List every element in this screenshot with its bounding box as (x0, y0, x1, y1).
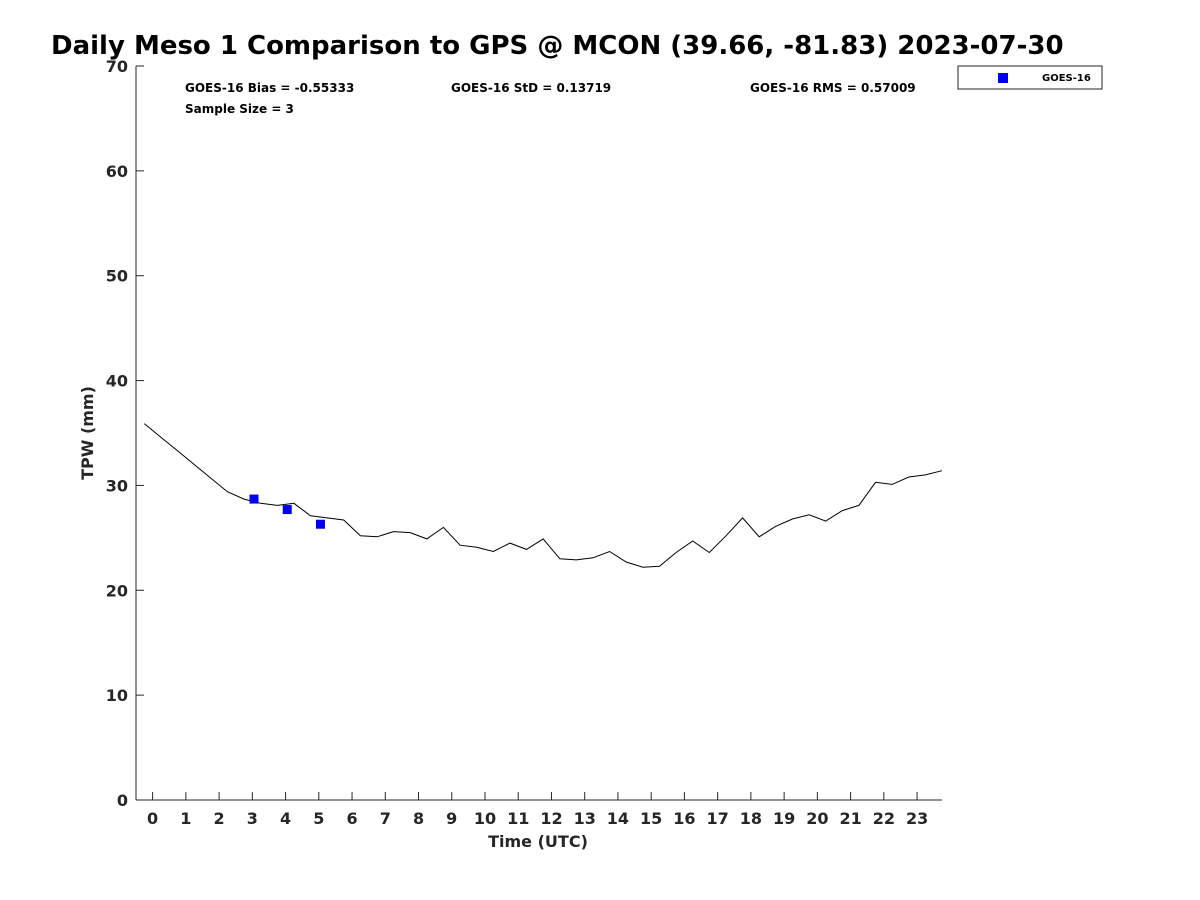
stat-bias: GOES-16 Bias = -0.55333 (185, 81, 354, 95)
series-line-gps (143, 423, 943, 568)
x-tick-label: 21 (839, 809, 861, 828)
y-tick-label: 30 (106, 476, 128, 495)
x-tick-label: 1 (180, 809, 191, 828)
legend-box (957, 65, 1103, 90)
x-tick-label: 18 (740, 809, 762, 828)
x-tick-label: 12 (540, 809, 562, 828)
x-tick-label: 15 (640, 809, 662, 828)
y-tick-label: 60 (106, 162, 128, 181)
point-goes16 (249, 494, 259, 504)
stat-rms: GOES-16 RMS = 0.57009 (750, 81, 916, 95)
point-goes16 (315, 519, 325, 529)
y-tick-label: 0 (117, 791, 128, 810)
legend: GOES-16 (957, 65, 1103, 90)
x-tick-label: 2 (214, 809, 225, 828)
y-tick-label: 40 (106, 372, 128, 391)
x-tick-label: 11 (507, 809, 529, 828)
x-ticks: 0 1 2 3 4 5 6 7 8 9 10 11 12 13 14 15 16 17 18 19 20 21 22 23 (147, 792, 928, 828)
x-tick-label: 20 (806, 809, 828, 828)
series-layer (143, 423, 943, 568)
x-tick-label: 13 (574, 809, 596, 828)
x-tick-label: 10 (474, 809, 496, 828)
x-tick-label: 23 (906, 809, 928, 828)
point-goes16 (282, 505, 292, 515)
x-axis-label: Time (UTC) (488, 832, 588, 851)
x-tick-label: 16 (673, 809, 695, 828)
x-tick-label: 7 (380, 809, 391, 828)
x-tick-label: 5 (313, 809, 324, 828)
x-tick-label: 22 (873, 809, 895, 828)
stat-std: GOES-16 StD = 0.13719 (451, 81, 611, 95)
y-tick-label: 20 (106, 581, 128, 600)
x-tick-label: 17 (707, 809, 729, 828)
y-tick-label: 70 (106, 57, 128, 76)
x-tick-label: 3 (247, 809, 258, 828)
stat-sample-size: Sample Size = 3 (185, 102, 294, 116)
x-tick-label: 8 (413, 809, 424, 828)
x-tick-label: 4 (280, 809, 291, 828)
y-ticks: 0 10 20 30 40 50 60 70 (106, 57, 144, 810)
x-tick-label: 6 (346, 809, 357, 828)
legend-label-goes16: GOES-16 (1042, 73, 1091, 84)
y-tick-label: 50 (106, 267, 128, 286)
chart-title: Daily Meso 1 Comparison to GPS @ MCON (3… (51, 31, 1064, 61)
x-tick-label: 14 (607, 809, 629, 828)
legend-marker-goes16 (998, 73, 1008, 83)
x-tick-label: 9 (446, 809, 457, 828)
y-axis-label: TPW (mm) (78, 386, 97, 480)
x-tick-label: 19 (773, 809, 795, 828)
y-tick-label: 10 (106, 686, 128, 705)
x-tick-label: 0 (147, 809, 158, 828)
